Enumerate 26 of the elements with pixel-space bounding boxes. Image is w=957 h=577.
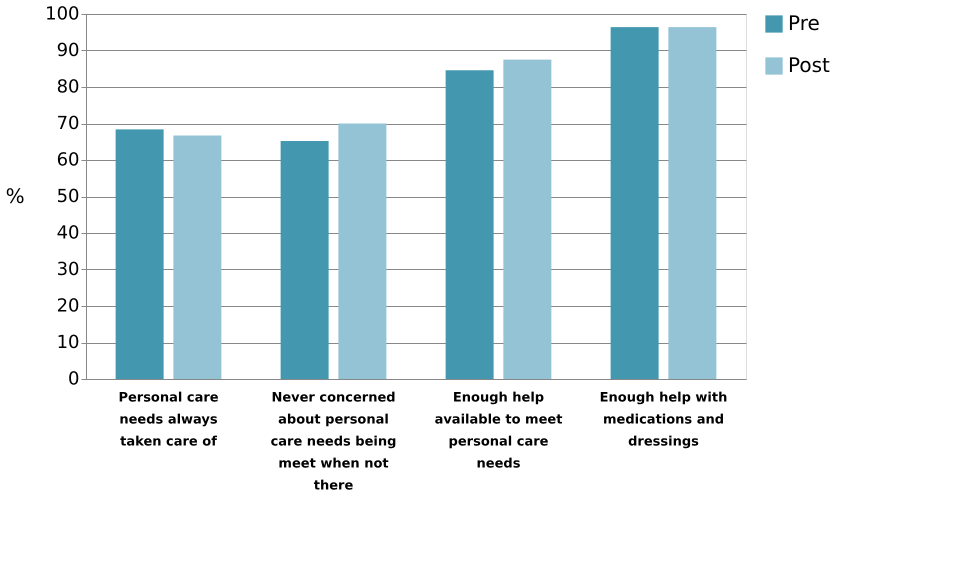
y-tick-label: 70 [56, 113, 80, 134]
y-tick-label: 100 [45, 4, 80, 24]
bar [610, 27, 659, 379]
x-tick-label: Personal care needs always taken care of [118, 390, 219, 450]
y-tick-label: 10 [56, 332, 80, 353]
y-tick-label: 30 [56, 259, 80, 280]
bar [173, 136, 222, 379]
y-tick-label: 40 [56, 222, 80, 244]
bar [338, 124, 386, 379]
y-tick-label: 80 [56, 76, 80, 98]
bar [116, 129, 164, 379]
legend-label: Pre [788, 11, 820, 35]
y-tick-label: 90 [56, 40, 80, 61]
y-axis-title: % [6, 184, 25, 208]
y-tick-label: 60 [56, 150, 80, 170]
bar [280, 141, 329, 379]
legend-label: Post [788, 53, 830, 77]
bar [668, 27, 716, 379]
bar [446, 70, 494, 379]
x-tick-label: Enough help available to meet personal care needs [434, 390, 562, 472]
x-tick-label: Enough help with medications and dressings [600, 390, 728, 450]
y-tick-label: 20 [56, 296, 80, 316]
y-tick-label: 0 [68, 368, 80, 390]
y-tick-label: 50 [56, 186, 80, 207]
bar [503, 60, 552, 379]
x-tick-label: Never concerned about personal care needs being meet when not there [270, 390, 396, 494]
